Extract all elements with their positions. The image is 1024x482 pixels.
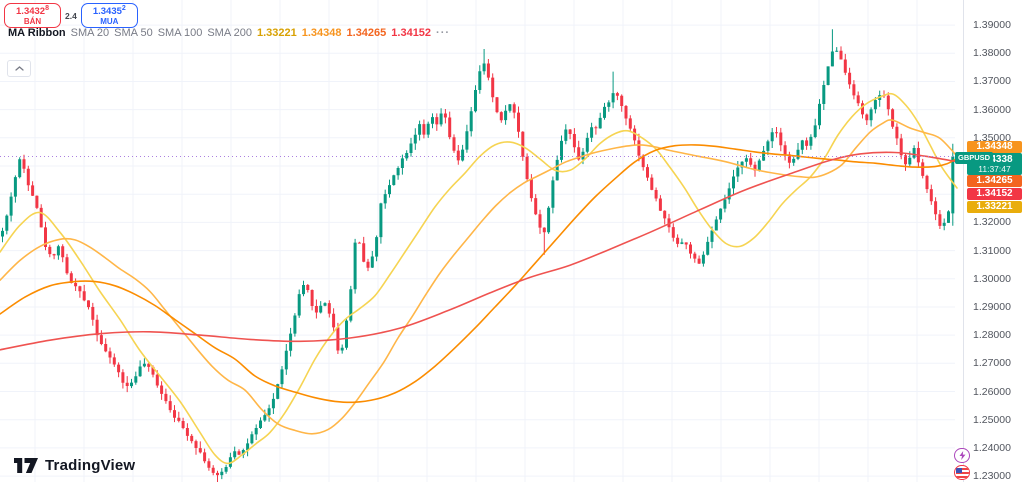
more-options-icon[interactable]: ··· <box>436 27 451 39</box>
tradingview-mark-icon <box>14 458 38 473</box>
axis-label: 1.28000 <box>973 329 1011 342</box>
sma200-value: 1.34152 <box>391 27 432 39</box>
indicator-param: SMA 100 <box>157 27 203 39</box>
indicator-param: SMA 200 <box>207 27 252 39</box>
indicator-legend[interactable]: MA Ribbon SMA 20 SMA 50 SMA 100 SMA 200 … <box>8 27 450 39</box>
axis-label: 1.29000 <box>973 300 1011 313</box>
indicator-param: SMA 50 <box>114 27 153 39</box>
logo-text: TradingView <box>45 457 136 474</box>
line-sma200 <box>0 151 958 351</box>
flash-event-icon[interactable] <box>954 448 970 463</box>
price-scale[interactable]: 1.39000 1.38000 1.37000 1.36000 1.35000 1.320… <box>963 0 1024 482</box>
axis-label: 1.26000 <box>973 385 1011 398</box>
tradingview-logo[interactable]: TradingView <box>14 457 135 474</box>
spread-value: 2.4 <box>65 10 77 21</box>
axis-label: 1.39000 <box>973 19 1011 32</box>
indicator-title: MA Ribbon <box>8 27 66 39</box>
sell-button[interactable]: 1.34328 BÁN <box>4 3 61 28</box>
axis-label: 1.27000 <box>973 357 1011 370</box>
event-markers <box>954 448 970 480</box>
chevron-up-icon <box>14 66 24 71</box>
axis-label: 1.32000 <box>973 216 1011 229</box>
indicator-param: SMA 20 <box>70 27 110 39</box>
sma20-value: 1.33221 <box>256 27 297 39</box>
sell-price: 1.34328 <box>16 4 49 18</box>
sell-label: BÁN <box>23 17 42 27</box>
line-sma20 <box>0 92 958 465</box>
buy-label: MUA <box>100 17 119 27</box>
buy-price: 1.34352 <box>92 4 126 18</box>
line-sma100 <box>0 144 958 404</box>
sma100-value: 1.34265 <box>346 27 387 39</box>
axis-label: 1.31000 <box>973 244 1011 257</box>
sma50-value: 1.34348 <box>301 27 342 39</box>
us-flag-event-icon[interactable] <box>954 465 970 480</box>
line-sma50 <box>0 119 958 435</box>
axis-label: 1.25000 <box>973 413 1011 426</box>
axis-label: 1.35000 <box>973 131 1011 144</box>
trade-panel: 1.34328 BÁN 2.4 1.34352 MUA <box>4 3 138 28</box>
axis-label: 1.36000 <box>973 103 1011 116</box>
axis-label: 1.38000 <box>973 47 1011 60</box>
axis-label: 1.30000 <box>973 272 1011 285</box>
axis-label: 1.24000 <box>973 441 1011 454</box>
symbol-price-tag: GBPUSD <box>955 152 994 164</box>
axis-label: 1.23000 <box>973 470 1011 482</box>
collapse-legend-button[interactable] <box>7 60 31 77</box>
buy-button[interactable]: 1.34352 MUA <box>80 3 138 28</box>
axis-label: 1.37000 <box>973 75 1011 88</box>
